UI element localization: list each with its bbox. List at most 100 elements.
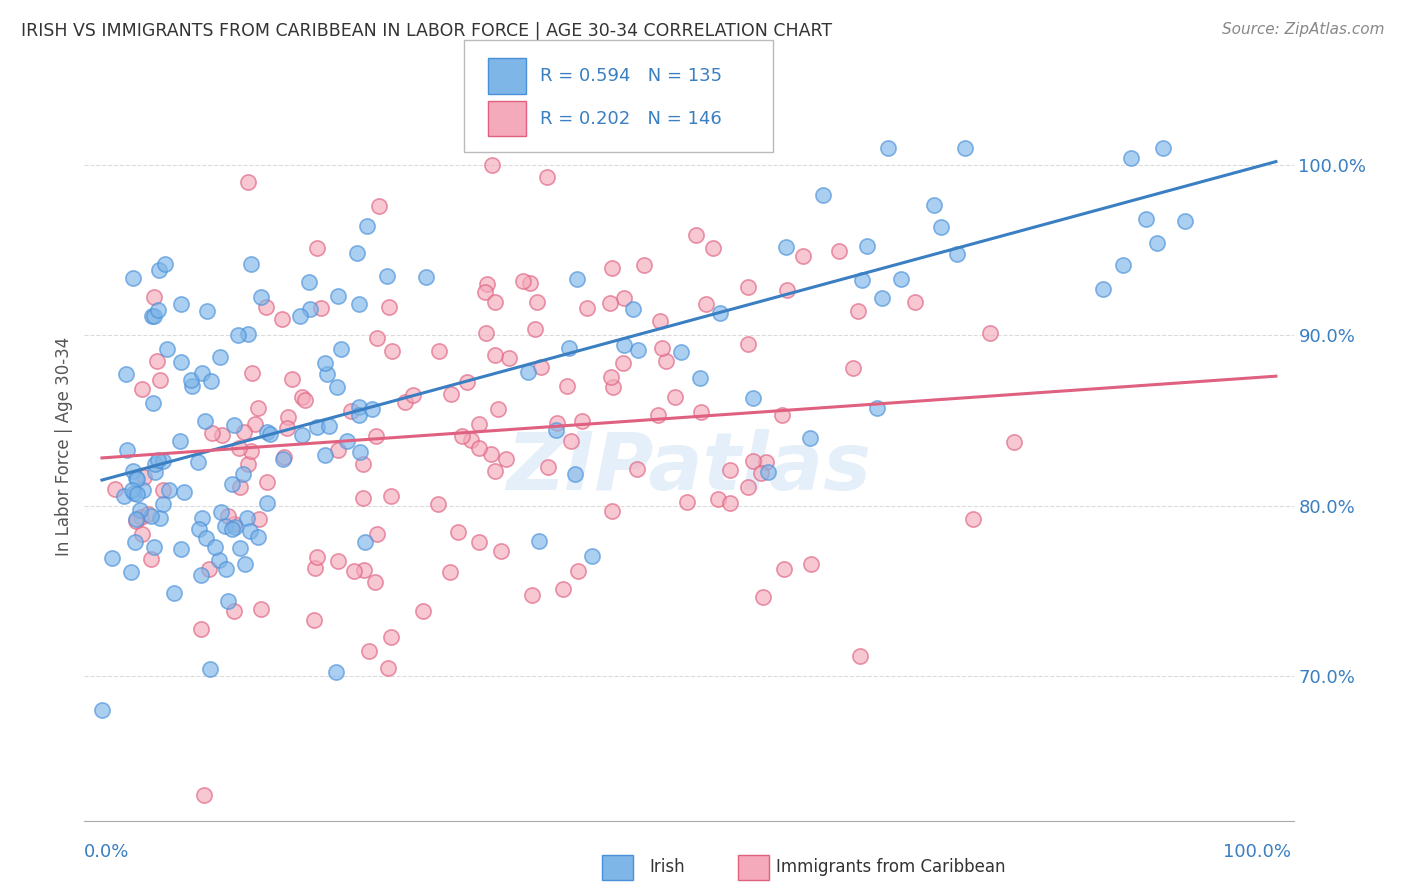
Point — [314, 448, 336, 462]
Point — [238, 457, 260, 471]
Text: Irish: Irish — [650, 858, 685, 876]
Point — [141, 309, 163, 323]
Point — [651, 341, 673, 355]
Point — [851, 273, 873, 287]
Point — [402, 388, 425, 402]
Point — [685, 227, 707, 242]
Point — [101, 550, 124, 565]
Point — [377, 660, 399, 674]
Point — [297, 275, 319, 289]
Point — [153, 257, 176, 271]
Point — [484, 463, 506, 477]
Point — [756, 465, 779, 479]
Point — [356, 219, 378, 234]
Point — [149, 511, 172, 525]
Point — [486, 402, 509, 417]
Point — [359, 643, 381, 657]
Point — [142, 290, 165, 304]
Point — [1002, 434, 1025, 449]
Point — [647, 408, 669, 422]
Point — [352, 457, 374, 471]
Point — [720, 496, 742, 510]
Point — [602, 380, 624, 394]
Point — [259, 427, 281, 442]
Point — [204, 540, 226, 554]
Point — [468, 441, 491, 455]
Text: ZIPatlas: ZIPatlas — [506, 429, 872, 508]
Point — [546, 423, 568, 437]
Point — [200, 374, 222, 388]
Point — [380, 630, 402, 644]
Point — [347, 409, 370, 423]
Point — [354, 535, 377, 549]
Point — [776, 283, 799, 297]
Point — [707, 492, 730, 507]
Point — [627, 343, 650, 357]
Point — [311, 301, 333, 315]
Point — [139, 508, 162, 523]
Point — [567, 271, 589, 285]
Text: IRISH VS IMMIGRANTS FROM CARIBBEAN IN LABOR FORCE | AGE 30-34 CORRELATION CHART: IRISH VS IMMIGRANTS FROM CARIBBEAN IN LA… — [21, 22, 832, 40]
Point — [299, 301, 322, 316]
Point — [143, 465, 166, 479]
Point — [156, 343, 179, 357]
Point — [187, 455, 209, 469]
Point — [1135, 211, 1157, 226]
Point — [188, 523, 211, 537]
Point — [112, 489, 135, 503]
Point — [353, 564, 375, 578]
Point — [190, 567, 212, 582]
Point — [143, 309, 166, 323]
Point — [256, 496, 278, 510]
Point — [307, 419, 329, 434]
Point — [526, 295, 548, 310]
Point — [256, 425, 278, 439]
Point — [737, 336, 759, 351]
Point — [695, 297, 717, 311]
Point — [152, 497, 174, 511]
Point — [553, 582, 575, 597]
Point — [856, 238, 879, 252]
Point — [169, 296, 191, 310]
Point — [221, 522, 243, 536]
Point — [276, 420, 298, 434]
Point — [235, 511, 257, 525]
Point — [122, 271, 145, 285]
Point — [575, 301, 598, 315]
Point — [232, 467, 254, 481]
Text: R = 0.594   N = 135: R = 0.594 N = 135 — [540, 67, 723, 85]
Point — [380, 489, 402, 503]
Point — [479, 447, 502, 461]
Point — [426, 497, 449, 511]
Point — [246, 401, 269, 415]
Point — [571, 414, 593, 428]
Point — [145, 354, 167, 368]
Point — [136, 507, 159, 521]
Point — [239, 524, 262, 539]
Point — [718, 463, 741, 477]
Point — [613, 337, 636, 351]
Point — [228, 441, 250, 455]
Point — [131, 382, 153, 396]
Point — [929, 220, 952, 235]
Point — [811, 187, 834, 202]
Point — [468, 534, 491, 549]
Point — [294, 393, 316, 408]
Point — [240, 366, 263, 380]
Point — [368, 199, 391, 213]
Point — [517, 365, 540, 379]
Point — [124, 535, 146, 549]
Point — [564, 467, 586, 482]
Point — [91, 703, 114, 717]
Point — [125, 470, 148, 484]
Point — [226, 328, 249, 343]
Point — [440, 386, 463, 401]
Point — [197, 562, 219, 576]
Point — [247, 512, 270, 526]
Point — [360, 401, 382, 416]
Point — [530, 359, 553, 374]
Point — [555, 378, 578, 392]
Point — [330, 342, 353, 356]
Point — [217, 509, 239, 524]
Point — [120, 565, 142, 579]
